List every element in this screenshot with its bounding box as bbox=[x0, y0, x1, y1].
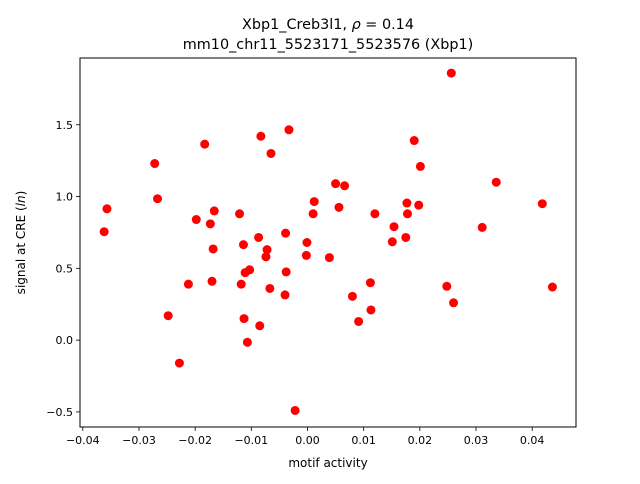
data-point bbox=[254, 232, 264, 242]
data-point bbox=[308, 209, 318, 219]
data-point bbox=[265, 283, 275, 293]
chart-title-line2: mm10_chr11_5523171_5523576 (Xbp1) bbox=[183, 37, 473, 53]
data-point bbox=[242, 337, 252, 347]
data-point bbox=[442, 281, 452, 291]
data-point bbox=[366, 305, 376, 315]
data-point bbox=[205, 219, 215, 229]
x-tick-label: 0.02 bbox=[408, 434, 433, 447]
data-point bbox=[238, 240, 248, 250]
data-point bbox=[174, 358, 184, 368]
data-point bbox=[284, 125, 294, 135]
data-point bbox=[191, 215, 201, 225]
data-point bbox=[414, 200, 424, 210]
y-tick-label: 1.0 bbox=[56, 191, 74, 204]
data-point bbox=[347, 291, 357, 301]
data-point bbox=[547, 282, 557, 292]
data-point bbox=[290, 405, 300, 415]
data-point bbox=[334, 202, 344, 212]
data-point bbox=[239, 314, 249, 324]
x-tick-label: 0.01 bbox=[351, 434, 376, 447]
x-tick-label: −0.04 bbox=[66, 434, 100, 447]
y-tick-label: −0.5 bbox=[46, 406, 73, 419]
chart-title-line1: Xbp1_Creb3l1, ρ = 0.14 bbox=[242, 17, 414, 33]
data-point bbox=[235, 209, 245, 219]
data-point bbox=[245, 265, 255, 275]
data-point bbox=[281, 228, 291, 238]
data-points bbox=[99, 68, 557, 415]
data-point bbox=[200, 139, 210, 149]
data-point bbox=[153, 194, 163, 204]
data-point bbox=[302, 238, 312, 247]
data-point bbox=[183, 279, 193, 289]
data-point bbox=[280, 290, 290, 300]
data-point bbox=[102, 204, 112, 214]
y-tick-label: 0.5 bbox=[56, 262, 74, 275]
data-point bbox=[261, 252, 271, 262]
x-tick-label: 0.03 bbox=[464, 434, 489, 447]
data-point bbox=[150, 159, 160, 169]
x-axis-ticks: −0.04 −0.03 −0.02 −0.01 0.00 0.01 0.02 0.03 0.04 bbox=[66, 427, 544, 447]
data-point bbox=[370, 209, 380, 219]
data-point bbox=[331, 179, 341, 189]
x-tick-label: −0.01 bbox=[234, 434, 268, 447]
data-point bbox=[402, 209, 412, 219]
data-point bbox=[208, 244, 218, 254]
data-point bbox=[207, 276, 217, 286]
y-tick-label: 0.0 bbox=[56, 334, 74, 347]
data-point bbox=[255, 321, 265, 331]
data-point bbox=[491, 177, 501, 187]
data-point bbox=[354, 316, 364, 326]
data-point bbox=[301, 250, 311, 260]
data-point bbox=[256, 131, 266, 141]
data-point bbox=[477, 222, 487, 232]
data-point bbox=[409, 136, 419, 146]
data-point bbox=[163, 311, 173, 321]
data-point bbox=[324, 253, 334, 263]
data-point bbox=[401, 232, 411, 242]
data-point bbox=[387, 237, 397, 247]
y-tick-label: 1.5 bbox=[56, 119, 74, 132]
x-tick-label: 0.00 bbox=[295, 434, 320, 447]
data-point bbox=[365, 278, 375, 288]
x-tick-label: 0.04 bbox=[520, 434, 545, 447]
data-point bbox=[309, 197, 319, 207]
data-point bbox=[281, 267, 291, 277]
data-point bbox=[262, 245, 272, 255]
data-point bbox=[415, 161, 425, 171]
data-point bbox=[402, 198, 412, 208]
data-point bbox=[236, 279, 246, 289]
plot-area-frame bbox=[79, 57, 577, 428]
data-point bbox=[449, 298, 459, 308]
data-point bbox=[266, 148, 276, 158]
x-tick-label: −0.03 bbox=[122, 434, 156, 447]
x-tick-label: −0.02 bbox=[178, 434, 212, 447]
x-axis-label: motif activity bbox=[288, 456, 367, 470]
data-point bbox=[537, 199, 547, 209]
data-point bbox=[99, 227, 109, 237]
data-point bbox=[209, 206, 219, 216]
y-axis-ticks: −0.5 0.0 0.5 1.0 1.5 bbox=[46, 119, 80, 419]
data-point bbox=[340, 181, 350, 191]
y-axis-label: signal at CRE (ln) bbox=[14, 191, 28, 295]
data-point bbox=[446, 68, 456, 78]
data-point bbox=[389, 222, 399, 232]
